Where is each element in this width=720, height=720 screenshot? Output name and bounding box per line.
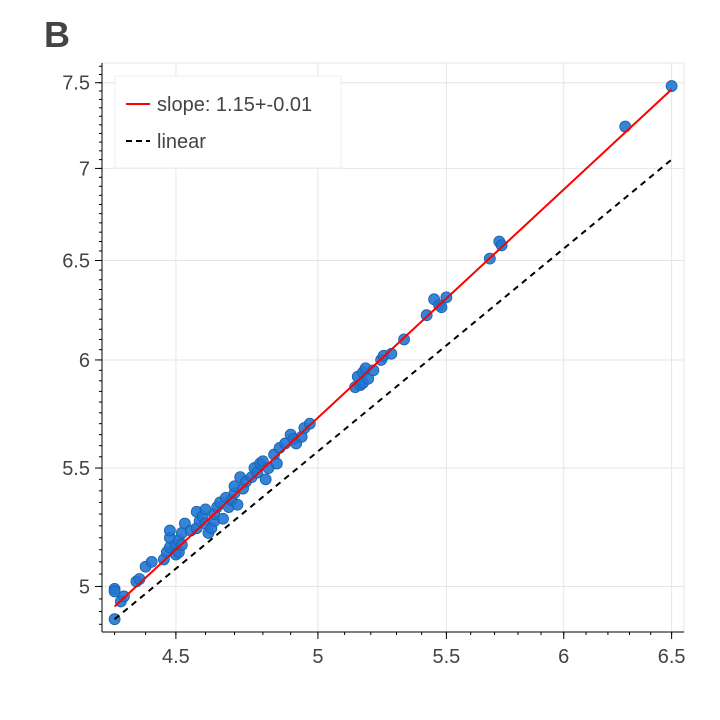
y-tick-label: 7	[79, 158, 90, 180]
y-tick-label: 5.5	[62, 458, 90, 480]
x-tick-label: 6	[558, 646, 569, 668]
legend: slope: 1.15+-0.01 linear	[114, 75, 342, 169]
legend-label: linear	[157, 131, 206, 153]
y-tick-label: 5	[79, 576, 90, 598]
y-tick-label: 6	[79, 350, 90, 372]
x-tick-label: 6.5	[658, 646, 686, 668]
x-tick-label: 5.5	[433, 646, 461, 668]
data-series	[108, 80, 678, 626]
data-point	[495, 239, 508, 252]
data-point	[231, 498, 244, 511]
data-point	[259, 473, 272, 486]
panel-label: B	[44, 14, 70, 55]
data-point	[270, 457, 283, 470]
x-tick-label: 5	[312, 646, 323, 668]
y-tick-label: 7.5	[62, 73, 90, 95]
y-tick-label: 6.5	[62, 251, 90, 273]
x-tick-label: 4.5	[162, 646, 190, 668]
axes	[101, 63, 684, 633]
axis-ticks: 4.5 5 5.5 6 6.5 5 5.5 6 6.5 7 7.5	[62, 65, 686, 668]
data-point	[108, 585, 121, 598]
data-point	[420, 309, 433, 322]
data-point	[619, 120, 632, 133]
fit-line	[113, 88, 673, 608]
data-point	[362, 372, 375, 385]
data-point	[665, 80, 678, 92]
data-point	[303, 417, 316, 430]
legend-box	[114, 75, 342, 169]
data-point	[217, 512, 229, 525]
legend-label: slope: 1.15+-0.01	[157, 94, 312, 116]
data-point	[163, 524, 176, 537]
linear-reference-line	[113, 158, 673, 620]
data-point	[398, 333, 410, 346]
data-point	[145, 555, 158, 568]
